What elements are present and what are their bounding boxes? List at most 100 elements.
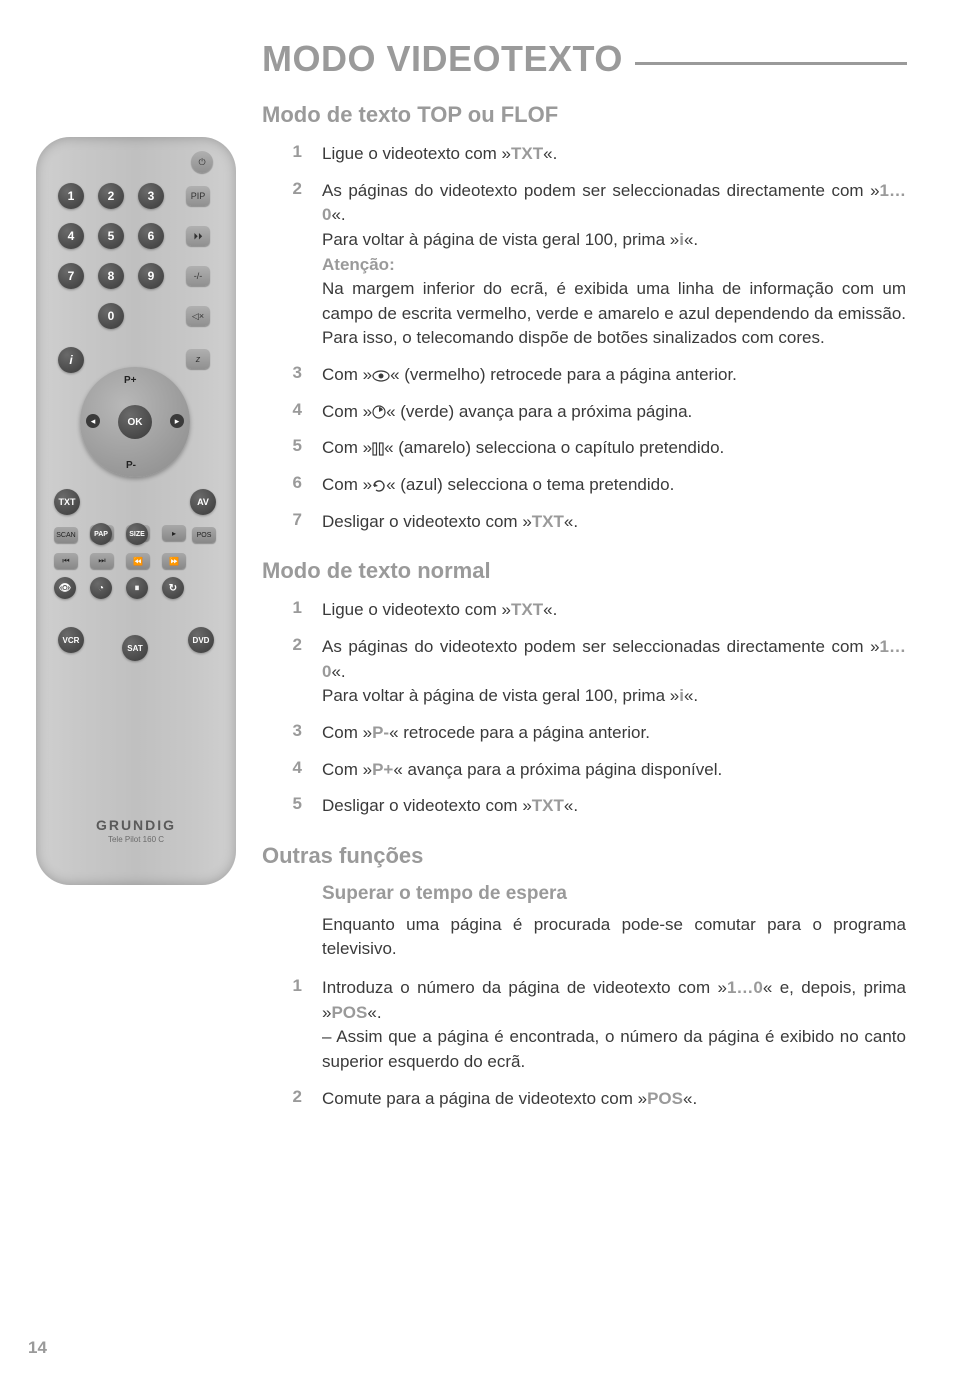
key-txt: TXT <box>532 512 564 531</box>
dpad: P+ ◂ OK ▸ P- <box>80 367 190 477</box>
step-num: 5 <box>262 794 322 819</box>
rewind-icon: ⏪ <box>126 553 150 569</box>
dvd-button: DVD <box>188 627 214 653</box>
dpad-pplus: P+ <box>124 375 137 386</box>
txt: « (amarelo) selecciona o capítulo preten… <box>384 438 724 457</box>
key: POS <box>647 1089 683 1108</box>
forward-icon: ⏩ <box>162 553 186 569</box>
pause-yellow-icon <box>372 442 384 456</box>
txt: « avança para a próxima página disponíve… <box>393 760 722 779</box>
yellow-pause-icon: ⏸ <box>126 577 148 599</box>
step-num: 4 <box>262 400 322 425</box>
txt: «. <box>367 1003 381 1022</box>
step-tf-1: 1 Ligue o videotexto com »TXT«. <box>262 142 906 167</box>
num-1: 1 <box>58 183 84 209</box>
key: P+ <box>372 760 393 779</box>
txt: Com » <box>322 475 372 494</box>
txt: «. <box>331 662 345 681</box>
step-num: 2 <box>262 1087 322 1112</box>
txt: Introduza o número da página de videotex… <box>322 978 727 997</box>
green-clock-icon: ◔ <box>90 577 112 599</box>
content-area: Modo de texto TOP ou FLOF 1 Ligue o vide… <box>262 102 906 1123</box>
num-9: 9 <box>138 263 164 289</box>
step-tf-5: 5 Com » « (amarelo) selecciona o capítulo… <box>262 436 906 461</box>
play-icon: ▸ <box>162 525 186 541</box>
step-n-2: 2 As páginas do videotexto podem ser sel… <box>262 635 906 709</box>
side-btn-3: -/- <box>186 266 210 286</box>
step-num: 7 <box>262 510 322 535</box>
key: POS <box>331 1003 367 1022</box>
txt-button: TXT <box>54 489 80 515</box>
txt: Desligar o videotexto com » <box>322 512 532 531</box>
vcr-button: VCR <box>58 627 84 653</box>
txt: «. <box>543 600 557 619</box>
txt: Ligue o videotexto com » <box>322 144 511 163</box>
brand-logo: GRUNDIG <box>36 817 236 833</box>
txt: « (azul) selecciona o tema pretendido. <box>386 475 674 494</box>
eye-red-icon <box>372 370 390 382</box>
pap-button: PAP <box>90 523 112 545</box>
txt: As páginas do videotexto podem ser selec… <box>322 181 880 200</box>
step-n-1: 1 Ligue o videotexto com »TXT«. <box>262 598 906 623</box>
scan-button: SCAN <box>54 527 78 543</box>
dpad-left-icon: ◂ <box>86 414 100 428</box>
num-0: 0 <box>98 303 124 329</box>
pip-button: PIP <box>186 186 210 206</box>
step-o-1: 1 Introduza o número da página de videot… <box>262 976 906 1075</box>
txt: « (verde) avança para a próxima página. <box>386 402 692 421</box>
txt: Para voltar à página de vista geral 100,… <box>322 686 679 705</box>
step-tf-4: 4 Com » « (verde) avança para a próxima p… <box>262 400 906 425</box>
dpad-pminus: P- <box>126 460 136 471</box>
z-button: z <box>186 349 210 369</box>
key-txt: TXT <box>532 796 564 815</box>
txt: Com » <box>322 723 372 742</box>
txt: – Assim que a página é encontrada, o núm… <box>322 1027 906 1071</box>
heading-normal: Modo de texto normal <box>262 558 906 584</box>
num-3: 3 <box>138 183 164 209</box>
step-num: 5 <box>262 436 322 461</box>
heading-outras: Outras funções <box>262 843 906 869</box>
blue-refresh-icon: ↻ <box>162 577 184 599</box>
sat-button: SAT <box>122 635 148 661</box>
step-tf-3: 3 Com » « (vermelho) retrocede para a pág… <box>262 363 906 388</box>
av-button: AV <box>190 489 216 515</box>
red-eye-icon: 👁 <box>54 577 76 599</box>
pos-button: POS <box>192 527 216 543</box>
ok-button: OK <box>118 405 152 439</box>
key: 1…0 <box>727 978 763 997</box>
num-5: 5 <box>98 223 124 249</box>
txt: Comute para a página de videotexto com » <box>322 1089 647 1108</box>
step-num: 3 <box>262 363 322 388</box>
prev-track-icon: ⏮ <box>54 553 78 569</box>
title-underline <box>635 62 907 65</box>
txt: Para voltar à página de vista geral 100,… <box>322 230 679 249</box>
key: P- <box>372 723 389 742</box>
num-2: 2 <box>98 183 124 209</box>
txt: Com » <box>322 438 372 457</box>
step-num: 6 <box>262 473 322 498</box>
step-num: 1 <box>262 976 322 1075</box>
clock-green-icon <box>372 405 386 419</box>
step-n-4: 4 Com »P+« avança para a próxima página … <box>262 758 906 783</box>
step-n-3: 3 Com »P-« retrocede para a página anter… <box>262 721 906 746</box>
step-tf-2: 2 As páginas do videotexto podem ser sel… <box>262 179 906 351</box>
txt: Com » <box>322 402 372 421</box>
remote-illustration: ⏻ 1 2 3 PIP 4 5 6 ⏵⏵ 7 8 9 -/- 0 ◁× i z … <box>36 137 236 885</box>
txt: « retrocede para a página anterior. <box>389 723 650 742</box>
num-4: 4 <box>58 223 84 249</box>
txt: «. <box>684 686 698 705</box>
num-6: 6 <box>138 223 164 249</box>
txt: « (vermelho) retrocede para a página ant… <box>390 365 737 384</box>
side-btn-2: ⏵⏵ <box>186 226 210 246</box>
refresh-blue-icon <box>372 479 386 493</box>
txt: Com » <box>322 365 372 384</box>
txt: Ligue o videotexto com » <box>322 600 511 619</box>
size-button: SIZE <box>126 523 148 545</box>
step-o-2: 2 Comute para a página de videotexto com… <box>262 1087 906 1112</box>
brand-model: Tele Pilot 160 C <box>36 835 236 844</box>
key-txt: TXT <box>511 144 543 163</box>
outras-intro: Enquanto uma página é procurada pode-se … <box>322 913 906 962</box>
txt: «. <box>684 230 698 249</box>
step-tf-7: 7 Desligar o videotexto com »TXT«. <box>262 510 906 535</box>
step-tf-6: 6 Com » « (azul) selecciona o tema preten… <box>262 473 906 498</box>
